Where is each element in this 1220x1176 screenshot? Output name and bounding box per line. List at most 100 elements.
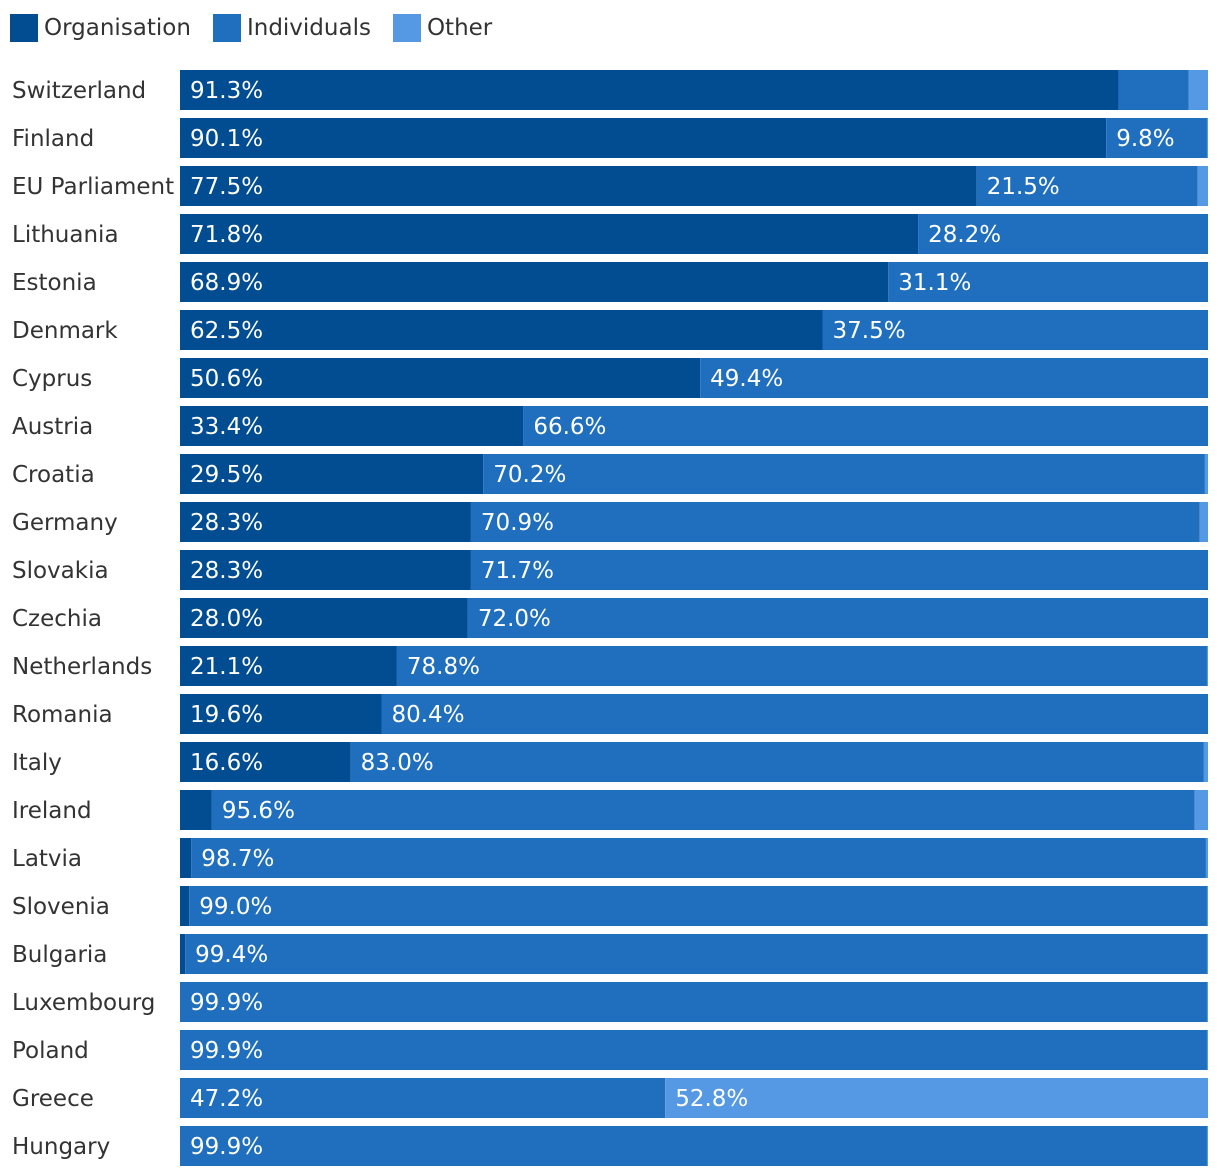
data-label-organisation-czechia: 28.0% (190, 606, 263, 632)
bar-organisation-slovakia (180, 550, 471, 590)
bar-individuals-slovakia (470, 550, 1208, 590)
bar-individuals-bulgaria (185, 934, 1207, 974)
row-label-finland: Finland (12, 126, 94, 152)
data-label-individuals-finland: 9.8% (1116, 126, 1174, 152)
legend-item-individuals: Individuals (212, 14, 371, 42)
data-label-organisation-croatia: 29.5% (190, 462, 263, 488)
bar-other-italy (1203, 742, 1208, 782)
data-label-individuals-slovenia: 99.0% (199, 894, 272, 920)
bar-organisation-netherlands (180, 646, 397, 686)
bar-individuals-cyprus (700, 358, 1208, 398)
row-label-switzerland: Switzerland (12, 78, 146, 104)
row-label-bulgaria: Bulgaria (12, 942, 107, 968)
bar-other-ireland (1194, 790, 1208, 830)
row-label-slovakia: Slovakia (12, 558, 109, 584)
bar-organisation-germany (180, 502, 471, 542)
bar-other-finland (1206, 118, 1208, 158)
data-label-individuals-luxembourg: 99.9% (190, 990, 263, 1016)
data-label-individuals-eu-parliament: 21.5% (987, 174, 1060, 200)
bar-individuals-latvia (191, 838, 1206, 878)
bar-other-poland (1206, 1030, 1208, 1070)
data-label-individuals-cyprus: 49.4% (710, 366, 783, 392)
data-label-other-greece: 52.8% (675, 1086, 748, 1112)
bar-individuals-luxembourg (180, 982, 1207, 1022)
bar-individuals-netherlands (396, 646, 1207, 686)
row-label-italy: Italy (12, 750, 62, 776)
data-label-individuals-denmark: 37.5% (833, 318, 906, 344)
row-label-eu-parliament: EU Parliament (12, 174, 174, 200)
row-label-lithuania: Lithuania (12, 222, 119, 248)
bar-other-luxembourg (1206, 982, 1208, 1022)
bar-organisation-ireland (180, 790, 212, 830)
row-label-denmark: Denmark (12, 318, 118, 344)
data-label-individuals-netherlands: 78.8% (407, 654, 480, 680)
bar-organisation-austria (180, 406, 524, 446)
legend: Organisation Individuals Other (10, 12, 514, 44)
legend-label-individuals: Individuals (246, 15, 371, 41)
data-label-individuals-austria: 66.6% (533, 414, 606, 440)
data-label-individuals-romania: 80.4% (391, 702, 464, 728)
legend-label-other: Other (426, 15, 493, 41)
bar-other-latvia (1205, 838, 1208, 878)
row-label-germany: Germany (12, 510, 118, 536)
bar-other-netherlands (1206, 646, 1208, 686)
bar-organisation-latvia (180, 838, 192, 878)
data-label-organisation-austria: 33.4% (190, 414, 263, 440)
bar-individuals-eu-parliament (976, 166, 1198, 206)
bar-other-croatia (1204, 454, 1208, 494)
bar-organisation-bulgaria (180, 934, 186, 974)
data-label-individuals-lithuania: 28.2% (928, 222, 1001, 248)
row-label-croatia: Croatia (12, 462, 95, 488)
data-label-individuals-czechia: 72.0% (478, 606, 551, 632)
bar-other-germany (1199, 502, 1208, 542)
row-label-netherlands: Netherlands (12, 654, 152, 680)
bar-other-greece (665, 1078, 1208, 1118)
data-label-organisation-netherlands: 21.1% (190, 654, 263, 680)
bar-organisation-finland (180, 118, 1107, 158)
bar-individuals-ireland (211, 790, 1195, 830)
bar-individuals-greece (180, 1078, 666, 1118)
data-label-individuals-croatia: 70.2% (493, 462, 566, 488)
bar-individuals-czechia (467, 598, 1209, 638)
bar-individuals-denmark (822, 310, 1208, 350)
data-label-individuals-italy: 83.0% (361, 750, 434, 776)
legend-label-organisation: Organisation (44, 15, 191, 41)
bar-individuals-switzerland (1118, 70, 1189, 110)
bar-individuals-poland (180, 1030, 1207, 1070)
bar-organisation-cyprus (180, 358, 701, 398)
row-label-luxembourg: Luxembourg (12, 990, 155, 1016)
legend-item-organisation: Organisation (10, 14, 191, 42)
bar-individuals-austria (523, 406, 1208, 446)
bar-individuals-italy (350, 742, 1204, 782)
bar-organisation-estonia (180, 262, 889, 302)
row-label-romania: Romania (12, 702, 113, 728)
bar-organisation-italy (180, 742, 351, 782)
data-label-individuals-poland: 99.9% (190, 1038, 263, 1064)
legend-swatch-organisation (10, 14, 38, 42)
data-label-organisation-denmark: 62.5% (190, 318, 263, 344)
row-label-greece: Greece (12, 1086, 94, 1112)
bar-other-slovenia (1206, 886, 1208, 926)
data-label-organisation-slovakia: 28.3% (190, 558, 263, 584)
legend-swatch-individuals (212, 14, 241, 42)
data-label-individuals-greece: 47.2% (190, 1086, 263, 1112)
data-label-individuals-ireland: 95.6% (222, 798, 295, 824)
data-label-organisation-italy: 16.6% (190, 750, 263, 776)
data-label-organisation-finland: 90.1% (190, 126, 263, 152)
data-label-organisation-lithuania: 71.8% (190, 222, 263, 248)
bar-organisation-denmark (180, 310, 823, 350)
data-label-organisation-switzerland: 91.3% (190, 78, 263, 104)
bar-individuals-slovenia (189, 886, 1207, 926)
bar-other-hungary (1206, 1126, 1208, 1166)
row-label-czechia: Czechia (12, 606, 102, 632)
legend-item-other: Other (392, 14, 493, 42)
legend-swatch-other (392, 14, 421, 42)
row-label-austria: Austria (12, 414, 93, 440)
data-label-individuals-bulgaria: 99.4% (195, 942, 268, 968)
data-label-organisation-eu-parliament: 77.5% (190, 174, 263, 200)
row-label-poland: Poland (12, 1038, 89, 1064)
bar-organisation-eu-parliament (180, 166, 977, 206)
bar-organisation-romania (180, 694, 382, 734)
data-label-individuals-latvia: 98.7% (201, 846, 274, 872)
